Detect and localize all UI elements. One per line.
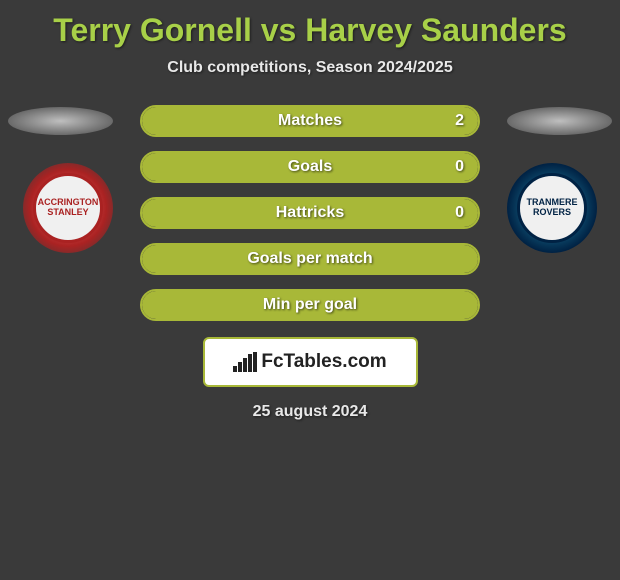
date-label: 25 august 2024	[0, 403, 620, 421]
stat-label: Min per goal	[142, 296, 478, 314]
stat-bar: Matches2	[140, 105, 480, 137]
stat-label: Goals	[142, 158, 478, 176]
player-left-shadow	[8, 107, 113, 135]
stat-bar: Goals per match	[140, 243, 480, 275]
page-title: Terry Gornell vs Harvey Saunders	[0, 0, 620, 49]
club-badge-right-label: TRANMERE ROVERS	[517, 173, 587, 243]
stat-bar: Hattricks0	[140, 197, 480, 229]
subtitle: Club competitions, Season 2024/2025	[0, 59, 620, 77]
club-badge-left: ACCRINGTON STANLEY	[23, 163, 113, 253]
club-badge-left-label: ACCRINGTON STANLEY	[33, 173, 103, 243]
brand-logo-text: FcTables.com	[261, 351, 386, 373]
stat-value-right: 0	[455, 158, 464, 176]
comparison-area: ACCRINGTON STANLEY TRANMERE ROVERS Match…	[0, 105, 620, 421]
brand-logo-box: FcTables.com	[203, 337, 418, 387]
stat-label: Goals per match	[142, 250, 478, 268]
player-right-shadow	[507, 107, 612, 135]
chart-icon	[233, 352, 257, 372]
stat-label: Matches	[142, 112, 478, 130]
stat-bars: Matches2Goals0Hattricks0Goals per matchM…	[140, 105, 480, 321]
stat-value-right: 2	[455, 112, 464, 130]
stat-label: Hattricks	[142, 204, 478, 222]
stat-bar: Min per goal	[140, 289, 480, 321]
stat-value-right: 0	[455, 204, 464, 222]
club-badge-right: TRANMERE ROVERS	[507, 163, 597, 253]
stat-bar: Goals0	[140, 151, 480, 183]
